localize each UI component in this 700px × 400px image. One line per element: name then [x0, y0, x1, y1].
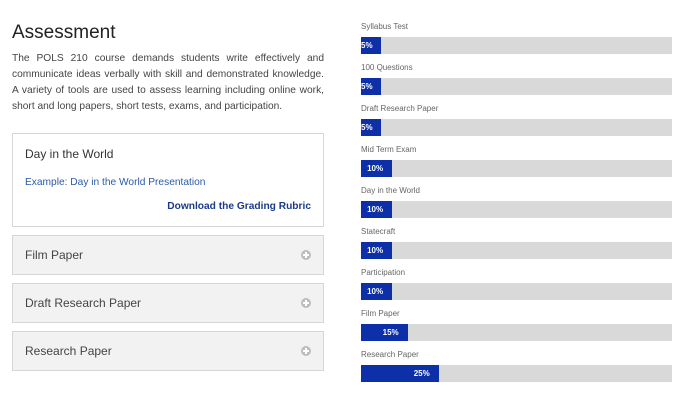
progress-track: 10%	[361, 201, 672, 218]
weight-label: Syllabus Test	[361, 22, 408, 31]
progress-fill: 5%	[361, 37, 381, 54]
accordion-label: Research Paper	[25, 344, 112, 358]
weight-label: Statecraft	[361, 227, 396, 236]
page-title: Assessment	[12, 22, 116, 43]
assessment-section: Assessment The POLS 210 course demands s…	[12, 0, 324, 371]
accordion-title[interactable]: Day in the World	[25, 147, 114, 161]
progress-track: 10%	[361, 242, 672, 259]
progress-track: 5%	[361, 37, 672, 54]
weight-row: Mid Term Exam 10%	[361, 145, 672, 186]
accordion-label: Film Paper	[25, 248, 84, 262]
plus-circle-icon[interactable]	[301, 250, 311, 260]
progress-fill: 5%	[361, 119, 381, 136]
progress-fill: 10%	[361, 160, 393, 177]
weight-row: Day in the World 10%	[361, 186, 672, 227]
progress-fill: 10%	[361, 201, 393, 218]
weight-label: Research Paper	[361, 350, 419, 359]
weight-label: Draft Research Paper	[361, 104, 439, 113]
weight-row: Statecraft 10%	[361, 227, 672, 268]
weight-row: Research Paper 25%	[361, 350, 672, 391]
progress-track: 5%	[361, 119, 672, 136]
weight-label: Mid Term Exam	[361, 145, 417, 154]
progress-track: 25%	[361, 365, 672, 382]
accordion-film-paper[interactable]: Film Paper	[12, 235, 324, 275]
weight-row: Participation 10%	[361, 268, 672, 309]
weight-row: Syllabus Test 5%	[361, 22, 672, 63]
plus-circle-icon[interactable]	[301, 298, 311, 308]
weight-row: Film Paper 15%	[361, 309, 672, 350]
progress-fill: 15%	[361, 324, 408, 341]
weight-label: Day in the World	[361, 186, 420, 195]
progress-fill: 10%	[361, 283, 393, 300]
weight-row: 100 Questions 5%	[361, 63, 672, 104]
progress-track: 10%	[361, 160, 672, 177]
weight-label: 100 Questions	[361, 63, 413, 72]
progress-fill: 5%	[361, 78, 381, 95]
download-rubric-link[interactable]: Download the Grading Rubric	[167, 201, 311, 212]
accordion-draft-research-paper[interactable]: Draft Research Paper	[12, 283, 324, 323]
weight-row: Draft Research Paper 5%	[361, 104, 672, 145]
weight-label: Film Paper	[361, 309, 400, 318]
progress-fill: 25%	[361, 365, 439, 382]
example-presentation-link[interactable]: Example: Day in the World Presentation	[25, 177, 206, 188]
grade-weights-bars: Syllabus Test 5% 100 Questions 5% Draft …	[361, 22, 672, 391]
accordion-label: Draft Research Paper	[25, 296, 142, 310]
accordion-research-paper[interactable]: Research Paper	[12, 331, 324, 371]
accordion-day-in-the-world: Day in the World Example: Day in the Wor…	[12, 133, 324, 227]
intro-paragraph: The POLS 210 course demands students wri…	[12, 53, 324, 112]
progress-track: 15%	[361, 324, 672, 341]
plus-circle-icon[interactable]	[301, 346, 311, 356]
progress-fill: 10%	[361, 242, 393, 259]
progress-track: 5%	[361, 78, 672, 95]
progress-track: 10%	[361, 283, 672, 300]
weight-label: Participation	[361, 268, 406, 277]
